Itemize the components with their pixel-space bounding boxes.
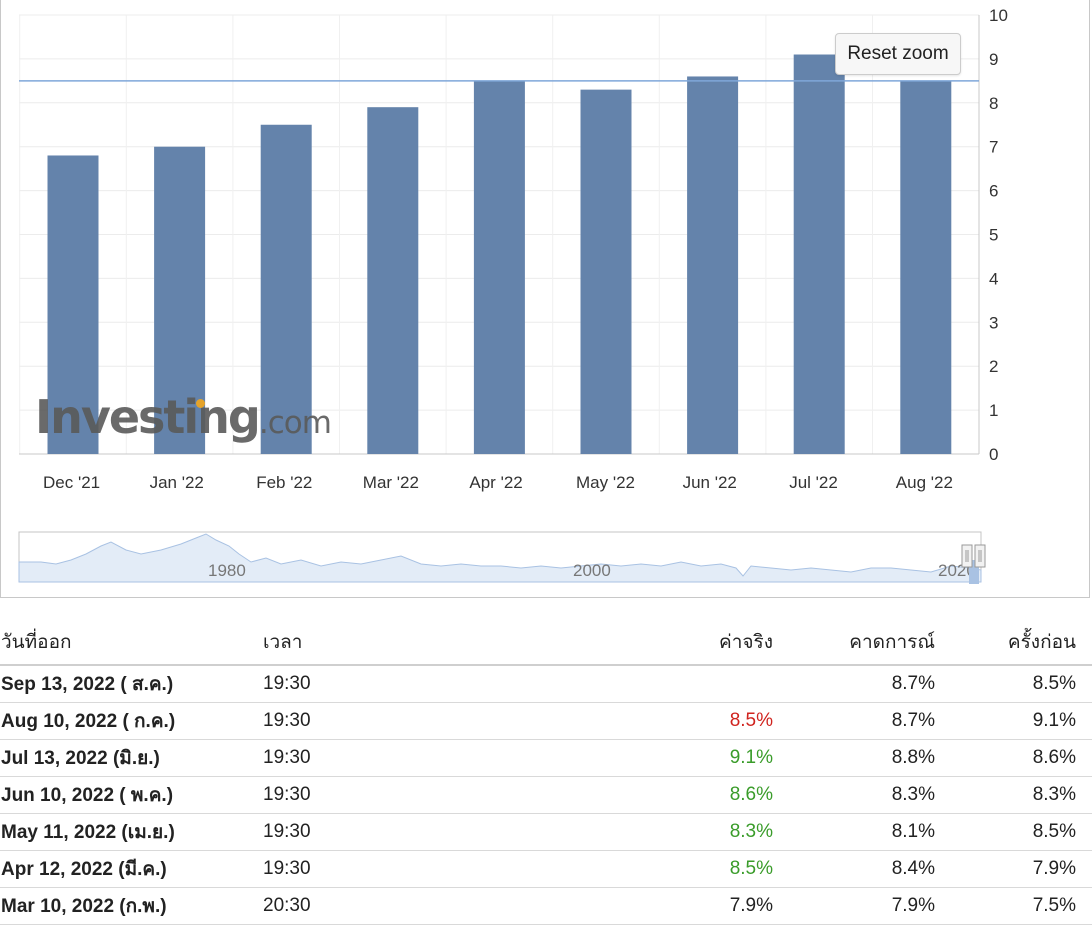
x-tick-label: May '22	[576, 473, 635, 492]
reset-zoom-button[interactable]: Reset zoom	[835, 33, 961, 75]
navigator-year-label: 2000	[573, 561, 611, 580]
navigator-handle[interactable]	[961, 544, 986, 568]
previous-value-cell: 8.3%	[935, 776, 1092, 814]
y-tick-label: 9	[989, 50, 998, 69]
release-date-cell: Jun 10, 2022 ( พ.ค.)	[0, 776, 263, 814]
release-time-cell: 19:30	[263, 702, 529, 740]
actual-value-cell	[529, 665, 775, 703]
release-time-cell: 19:30	[263, 776, 529, 814]
release-time-cell: 19:30	[263, 665, 529, 703]
release-date-cell: Aug 10, 2022 ( ก.ค.)	[0, 702, 263, 740]
y-tick-label: 0	[989, 445, 998, 464]
y-tick-label: 8	[989, 94, 998, 113]
forecast-value-cell: 7.9%	[775, 887, 935, 925]
actual-value-cell: 8.5%	[529, 702, 775, 740]
header-forecast[interactable]: คาดการณ์	[775, 620, 935, 666]
header-release-date[interactable]: วันที่ออก	[0, 620, 263, 666]
release-time-cell: 19:30	[263, 850, 529, 888]
release-date-cell: Jul 13, 2022 (มิ.ย.)	[0, 739, 263, 777]
header-previous[interactable]: ครั้งก่อน	[935, 620, 1092, 666]
table-row: Aug 10, 2022 ( ก.ค.) 19:30 8.5% 8.7% 9.1%	[0, 702, 1092, 740]
bar-jul22[interactable]	[793, 54, 845, 454]
x-tick-label: Dec '21	[43, 473, 100, 492]
table-row: Jun 10, 2022 ( พ.ค.) 19:30 8.6% 8.3% 8.3%	[0, 776, 1092, 814]
bar-aug22[interactable]	[900, 80, 952, 454]
release-date-cell: Apr 12, 2022 (มี.ค.)	[0, 850, 263, 888]
bar-jun22[interactable]	[687, 76, 739, 455]
x-tick-label: Jan '22	[150, 473, 204, 492]
actual-value-cell: 8.3%	[529, 813, 775, 851]
y-tick-label: 2	[989, 357, 998, 376]
bar-feb22[interactable]	[260, 124, 312, 454]
previous-value-cell: 7.5%	[935, 887, 1092, 925]
y-tick-label: 1	[989, 401, 998, 420]
forecast-value-cell: 8.4%	[775, 850, 935, 888]
y-tick-label: 5	[989, 226, 998, 245]
table-row: Apr 12, 2022 (มี.ค.) 19:30 8.5% 8.4% 7.9%	[0, 850, 1092, 888]
release-time-cell: 20:30	[263, 887, 529, 925]
release-date-cell: Mar 10, 2022 (ก.พ.)	[0, 887, 263, 925]
bar-mar22[interactable]	[367, 107, 419, 454]
release-date-cell: Sep 13, 2022 ( ส.ค.)	[0, 665, 263, 703]
previous-value-cell: 9.1%	[935, 702, 1092, 740]
x-tick-label: Feb '22	[256, 473, 312, 492]
bar-apr22[interactable]	[473, 80, 525, 454]
navigator-selection[interactable]	[969, 560, 979, 584]
table-row: Jul 13, 2022 (มิ.ย.) 19:30 9.1% 8.8% 8.6%	[0, 739, 1092, 777]
chart-panel: 0 1 2 3 4 5 6 7 8 9 10 Dec '21 Jan '22 Feb '22 Mar '2…	[0, 0, 1090, 598]
y-tick-label: 6	[989, 182, 998, 201]
bars	[47, 54, 952, 455]
table-row: Sep 13, 2022 ( ส.ค.) 19:30 8.7% 8.5%	[0, 665, 1092, 703]
chart-navigator[interactable]: 1980 2000 2020	[1, 520, 1091, 590]
header-actual[interactable]: ค่าจริง	[529, 620, 775, 666]
x-tick-label: Jul '22	[789, 473, 838, 492]
forecast-value-cell: 8.3%	[775, 776, 935, 814]
forecast-value-cell: 8.8%	[775, 739, 935, 777]
table-row: May 11, 2022 (เม.ย.) 19:30 8.3% 8.1% 8.5%	[0, 813, 1092, 851]
actual-value-cell: 7.9%	[529, 887, 775, 925]
actual-value-cell: 8.6%	[529, 776, 775, 814]
table-header-row: วันที่ออก เวลา ค่าจริง คาดการณ์ ครั้งก่อ…	[0, 620, 1092, 666]
actual-value-cell: 8.5%	[529, 850, 775, 888]
table-row: Mar 10, 2022 (ก.พ.) 20:30 7.9% 7.9% 7.5%	[0, 887, 1092, 925]
previous-value-cell: 8.6%	[935, 739, 1092, 777]
previous-value-cell: 8.5%	[935, 665, 1092, 703]
bar-dec21[interactable]	[47, 155, 99, 455]
bar-may22[interactable]	[580, 89, 632, 454]
bar-chart: 0 1 2 3 4 5 6 7 8 9 10 Dec '21 Jan '22 Feb '22 Mar '2…	[19, 6, 1008, 492]
forecast-value-cell: 8.7%	[775, 665, 935, 703]
y-axis: 0 1 2 3 4 5 6 7 8 9 10	[989, 6, 1008, 464]
x-axis: Dec '21 Jan '22 Feb '22 Mar '22 Apr '22 May '…	[43, 473, 953, 492]
y-tick-label: 10	[989, 6, 1008, 25]
bar-jan22[interactable]	[154, 146, 206, 454]
forecast-value-cell: 8.1%	[775, 813, 935, 851]
navigator-area	[18, 533, 982, 583]
y-tick-label: 7	[989, 138, 998, 157]
release-history-table: วันที่ออก เวลา ค่าจริง คาดการณ์ ครั้งก่อ…	[0, 620, 1092, 925]
forecast-value-cell: 8.7%	[775, 702, 935, 740]
navigator-year-label: 1980	[208, 561, 246, 580]
previous-value-cell: 8.5%	[935, 813, 1092, 851]
y-tick-label: 3	[989, 313, 998, 332]
x-tick-label: Aug '22	[896, 473, 953, 492]
x-tick-label: Mar '22	[363, 473, 419, 492]
actual-value-cell: 9.1%	[529, 739, 775, 777]
release-time-cell: 19:30	[263, 739, 529, 777]
x-tick-label: Jun '22	[683, 473, 737, 492]
header-time[interactable]: เวลา	[263, 620, 529, 666]
release-time-cell: 19:30	[263, 813, 529, 851]
table-body: Sep 13, 2022 ( ส.ค.) 19:30 8.7% 8.5% Aug 10,…	[0, 665, 1092, 925]
previous-value-cell: 7.9%	[935, 850, 1092, 888]
x-tick-label: Apr '22	[469, 473, 522, 492]
release-date-cell: May 11, 2022 (เม.ย.)	[0, 813, 263, 851]
y-tick-label: 4	[989, 269, 998, 288]
